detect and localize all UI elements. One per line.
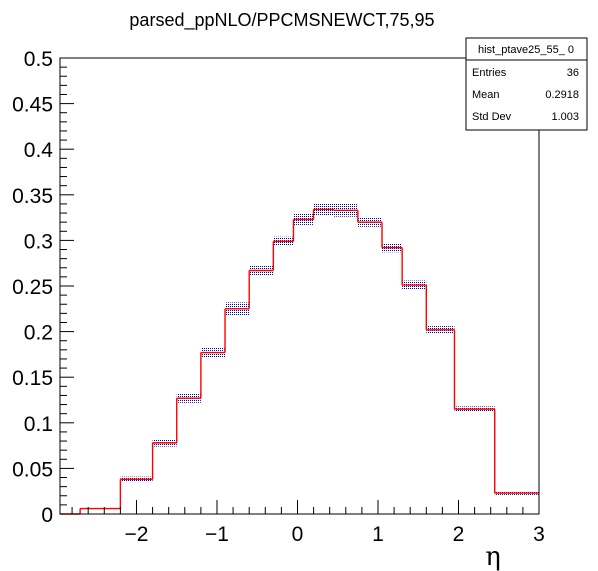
stats-mean-value: 0.2918	[545, 89, 579, 101]
x-tick-label: −1	[205, 523, 229, 546]
y-tick-label: 0.2	[24, 322, 53, 345]
y-tick-label: 0.1	[24, 413, 53, 436]
y-tick-label: 0.25	[12, 276, 53, 299]
y-tick-label: 0.5	[24, 48, 53, 71]
x-axis-title: η	[485, 542, 501, 571]
x-tick-label: 0	[292, 523, 304, 546]
y-tick-label: 0	[41, 504, 53, 527]
y-tick-label: 0.45	[12, 94, 53, 117]
stats-box-frame	[465, 37, 588, 131]
y-tick-label: 0.35	[12, 185, 53, 208]
x-tick-label: 1	[372, 523, 384, 546]
error-band-layer	[80, 203, 539, 510]
x-tick-label: 2	[453, 523, 465, 546]
stats-entries-label: Entries	[472, 67, 507, 79]
x-tick-label: 3	[533, 523, 545, 546]
y-tick-label: 0.15	[12, 367, 53, 390]
stats-stddev-label: Std Dev	[472, 111, 512, 123]
y-tick-label: 0.4	[24, 139, 54, 162]
stats-mean-label: Mean	[472, 89, 500, 101]
x-tick-label: −2	[125, 523, 149, 546]
x-axis: −2 −1 0 1 2 3	[71, 500, 545, 546]
y-tick-label: 0.3	[24, 230, 53, 253]
y-axis: 0 0.05 0.1 0.15 0.2 0.25 0.3 0.35 0.4 0.45 0.5	[12, 48, 74, 527]
stats-entries-value: 36	[567, 67, 579, 79]
stats-box: hist_ptave25_55_ 0 Entries 36 Mean 0.291…	[465, 37, 588, 131]
stats-box-name: hist_ptave25_55_ 0	[478, 44, 574, 56]
histogram-line-layer	[60, 208, 539, 515]
stats-stddev-value: 1.003	[551, 111, 579, 123]
y-tick-label: 0.05	[12, 458, 53, 481]
chart-title: parsed_ppNLO/PPCMSNEWCT,75,95	[129, 10, 434, 31]
